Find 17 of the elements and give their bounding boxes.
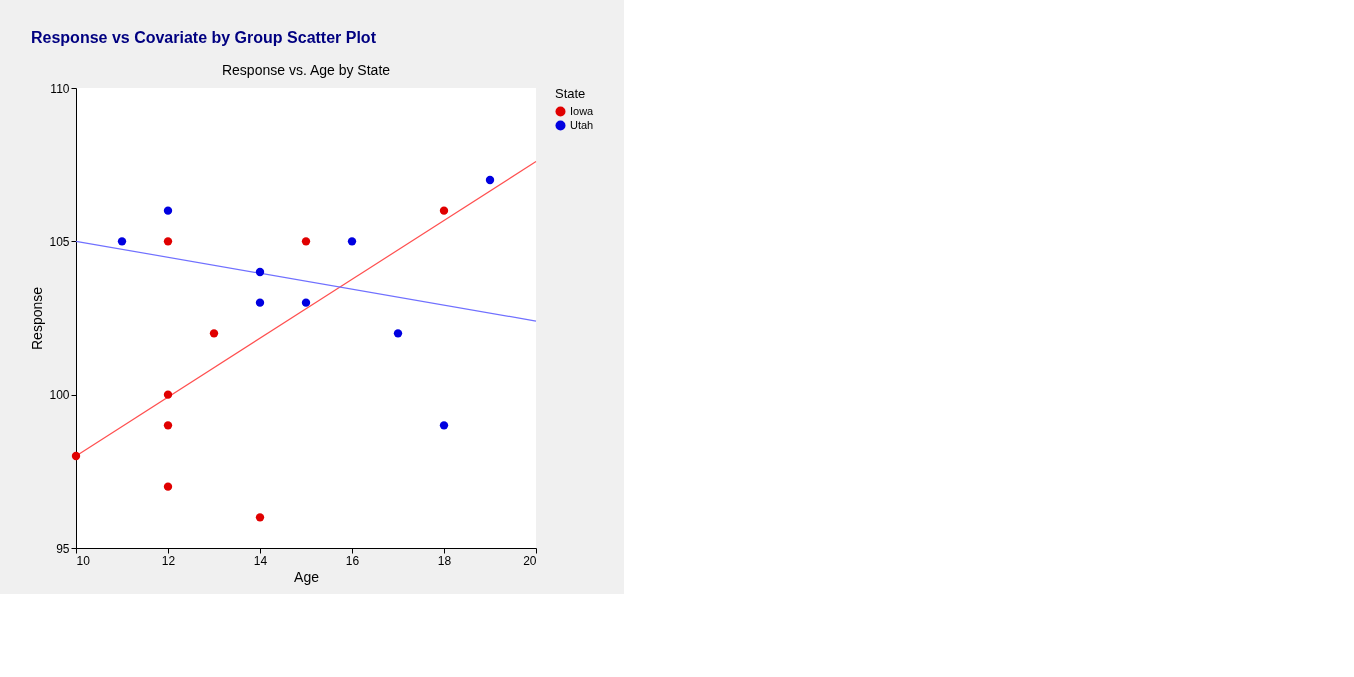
legend-title: State: [555, 86, 586, 101]
x-axis-title: Age: [294, 568, 320, 585]
y-tick-label: 95: [56, 541, 70, 556]
chart-title: Response vs Covariate by Group Scatter Plot: [30, 29, 377, 46]
x-tick-label: 12: [161, 553, 176, 568]
chart-subtitle: Response vs. Age by State: [221, 62, 391, 78]
x-tick-label: 16: [345, 553, 360, 568]
x-tick-label: 14: [253, 553, 268, 568]
x-tick-label: 20: [523, 553, 537, 568]
y-axis-title: Response: [29, 286, 46, 351]
y-tick-label: 100: [49, 388, 70, 403]
y-tick-label: 105: [49, 234, 70, 249]
x-tick-label: 10: [76, 553, 91, 568]
x-tick-label: 18: [437, 553, 452, 568]
legend-label: Utah: [570, 118, 594, 131]
legend-label: Iowa: [570, 104, 595, 117]
y-tick-label: 110: [50, 81, 70, 96]
